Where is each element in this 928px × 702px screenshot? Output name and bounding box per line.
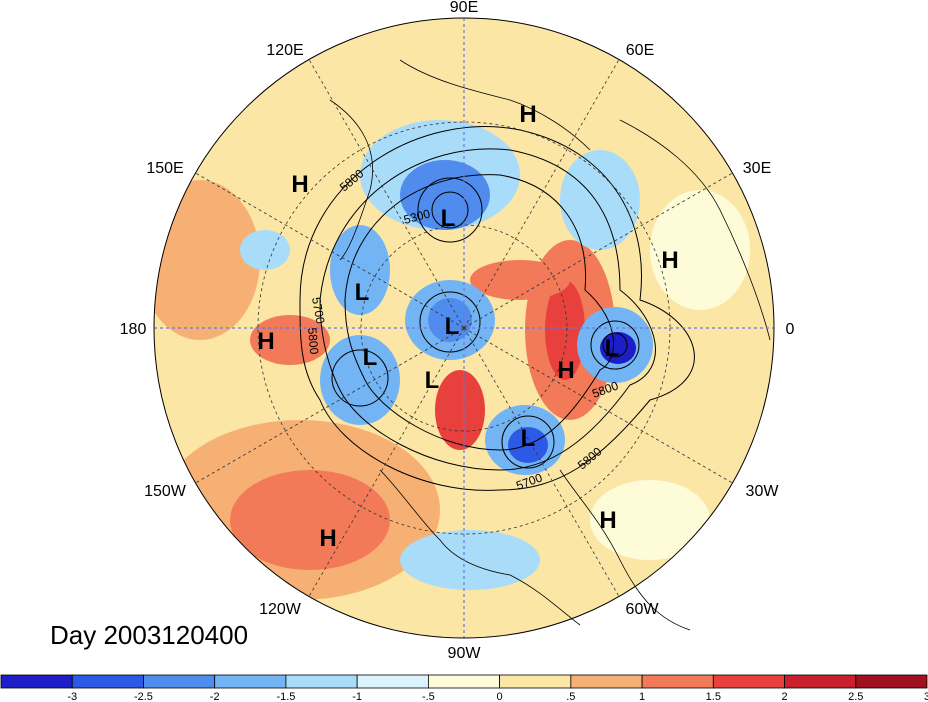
meridian-label-30e: 30E: [743, 160, 771, 177]
meridian-label-150w: 150W: [144, 483, 187, 500]
contour-label: 5300: [402, 206, 432, 227]
meridian-label-120w: 120W: [259, 601, 302, 618]
colorbar-box: [570, 674, 643, 689]
colorbar-tick-label: 2: [781, 691, 787, 702]
colorbar-tick-label: -1: [352, 691, 362, 702]
high-marker: H: [291, 171, 308, 198]
colorbar-box: [0, 674, 73, 689]
colorbar-tick-label: 2.5: [848, 691, 863, 702]
high-marker: H: [257, 328, 274, 355]
meridian-label-30w: 30W: [746, 483, 780, 500]
colorbar-box: [427, 674, 501, 689]
high-marker: H: [661, 247, 678, 274]
colorbar-box: [71, 674, 144, 689]
meridian-label-90e: 90E: [450, 0, 478, 16]
graticule: [154, 18, 774, 638]
low-marker: L: [355, 279, 370, 306]
colorbar-tick-label: 3: [924, 691, 928, 702]
colorbar-tick-label: -.5: [422, 691, 435, 702]
meridian-label-180: 180: [120, 321, 147, 338]
high-marker: H: [319, 525, 336, 552]
low-marker: L: [521, 425, 536, 452]
high-marker: H: [519, 101, 536, 128]
colorbar-box: [712, 674, 785, 689]
colorbar-box: [285, 674, 358, 689]
pressure-centres: H H H H H H H L L L L L L L: [257, 101, 678, 552]
high-marker: H: [599, 507, 616, 534]
map-boundary: [153, 17, 775, 639]
colorbar-tick-label: .5: [566, 691, 575, 702]
colorbar-tick-label: -1.5: [276, 691, 295, 702]
colorbar-box: [356, 674, 429, 689]
low-marker: L: [445, 313, 460, 340]
meridian-label-90w: 90W: [448, 645, 482, 662]
polar-stereographic-map: 90E 60E 30E 0 30W 60W 90W 120W 150W 180 …: [120, 0, 795, 662]
meridian-label-120e: 120E: [266, 42, 303, 59]
meridian-labels: 90E 60E 30E 0 30W 60W 90W 120W 150W 180 …: [120, 0, 795, 662]
colorbar-tick-label: 0: [497, 691, 503, 702]
meridian-label-150e: 150E: [146, 160, 183, 177]
low-marker: L: [441, 205, 456, 232]
colorbar-box: [855, 674, 928, 689]
colorbar-box: [214, 674, 287, 689]
meridian-label-0: 0: [786, 321, 795, 338]
contour-label: 5700: [309, 296, 327, 325]
colorbar-tick-label: -3: [67, 691, 77, 702]
low-marker: L: [605, 335, 620, 362]
colorbar-box: [641, 674, 714, 689]
meridian-label-60w: 60W: [626, 601, 660, 618]
low-marker: L: [425, 367, 440, 394]
coastlines: [329, 59, 771, 631]
meridian-label-60e: 60E: [626, 42, 654, 59]
colorbar: -3 -2.5 -2 -1.5 -1 -.5 0 .5 1 1.5 2 2.5 3: [0, 674, 928, 702]
colorbar-tick-label: 1: [639, 691, 645, 702]
colorbar-box: [784, 674, 857, 689]
colorbar-tick-label: -2.5: [134, 691, 153, 702]
geopotential-contours: [299, 126, 695, 491]
map-title: Day 2003120400: [50, 620, 249, 650]
colorbar-tick-label: -2: [210, 691, 220, 702]
contour-label: 5800: [305, 327, 321, 355]
high-marker: H: [557, 357, 574, 384]
colorbar-box: [143, 674, 216, 689]
colorbar-tick-label: 1.5: [706, 691, 721, 702]
colorbar-box: [499, 674, 572, 689]
low-marker: L: [363, 344, 378, 371]
